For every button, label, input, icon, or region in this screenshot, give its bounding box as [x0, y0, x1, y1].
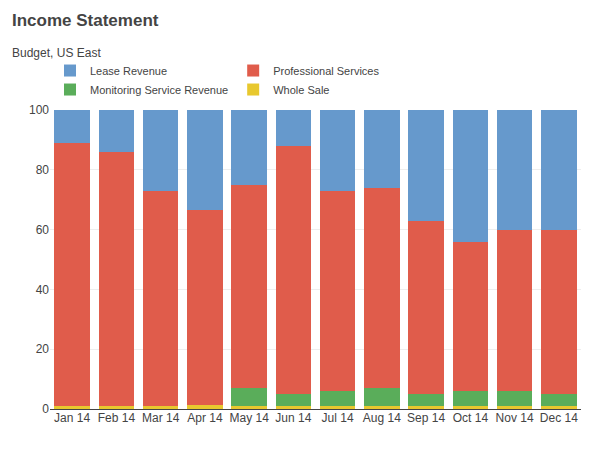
svg-text:Lease Revenue: Lease Revenue [90, 65, 167, 77]
svg-text:Dec 14: Dec 14 [540, 411, 578, 425]
svg-text:20: 20 [36, 342, 50, 356]
svg-text:40: 40 [36, 283, 50, 297]
svg-text:Jun 14: Jun 14 [275, 411, 311, 425]
svg-text:60: 60 [36, 223, 50, 237]
svg-text:Nov 14: Nov 14 [496, 411, 534, 425]
svg-text:Mar 14: Mar 14 [142, 411, 180, 425]
svg-text:0: 0 [42, 402, 49, 416]
svg-text:Oct 14: Oct 14 [453, 411, 489, 425]
svg-text:Jan 14: Jan 14 [54, 411, 90, 425]
svg-text:Sep 14: Sep 14 [407, 411, 445, 425]
svg-text:Aug 14: Aug 14 [363, 411, 401, 425]
svg-text:Budget, US East: Budget, US East [12, 46, 101, 60]
svg-text:Whole Sale: Whole Sale [273, 84, 329, 96]
svg-text:Apr 14: Apr 14 [187, 411, 223, 425]
svg-text:May 14: May 14 [229, 411, 269, 425]
svg-text:Professional Services: Professional Services [273, 65, 379, 77]
svg-text:80: 80 [36, 163, 50, 177]
svg-text:100: 100 [29, 103, 49, 117]
svg-text:Monitoring Service Revenue: Monitoring Service Revenue [90, 84, 228, 96]
svg-text:Jul 14: Jul 14 [322, 411, 354, 425]
svg-text:Income Statement: Income Statement [12, 11, 159, 30]
svg-text:Feb 14: Feb 14 [98, 411, 136, 425]
